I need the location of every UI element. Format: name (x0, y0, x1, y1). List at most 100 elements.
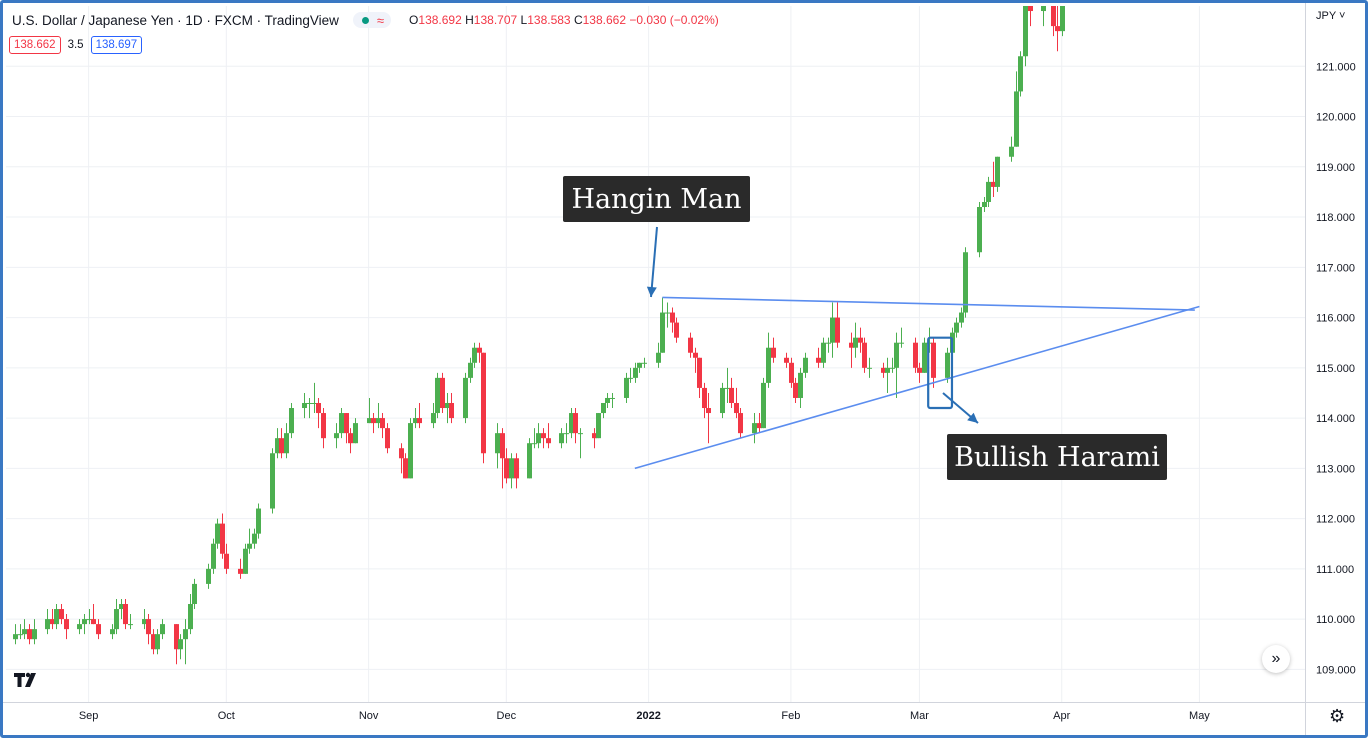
candle-body (559, 433, 564, 444)
candle-body (697, 357, 702, 388)
buy-price-button[interactable]: 138.697 (90, 36, 143, 54)
candle-body (738, 413, 743, 434)
low-label: L (520, 13, 528, 27)
candle-body (270, 453, 275, 509)
y-tick-label: 113.000 (1316, 463, 1355, 475)
currency-selector[interactable]: JPY ˅ (1316, 10, 1346, 22)
symbol-title[interactable]: U.S. Dollar / Japanese Yen · 1D · FXCM ·… (12, 12, 339, 28)
gear-icon[interactable]: ⚙ (1329, 706, 1346, 726)
y-tick-label: 114.000 (1316, 413, 1355, 425)
candle-body (702, 387, 707, 409)
close-label: C (573, 13, 583, 27)
candle-body (284, 433, 289, 454)
candle-body (64, 619, 69, 630)
candle-body (220, 523, 225, 554)
candle-body (922, 342, 927, 373)
trendline-support (634, 305, 1200, 470)
candle-body (178, 639, 183, 650)
candle-body (592, 433, 597, 439)
x-tick-label: Apr (1053, 710, 1070, 722)
candle-body (312, 402, 317, 404)
tradingview-logo-icon[interactable] (13, 671, 43, 693)
y-tick-label: 116.000 (1316, 313, 1355, 325)
candle-body (734, 402, 739, 414)
y-tick-label: 118.000 (1316, 212, 1355, 224)
open-label: O (409, 13, 419, 27)
candle-body (339, 413, 344, 434)
low-value: 138.583 (527, 13, 571, 27)
candle-body (206, 568, 211, 584)
candle-body (706, 408, 711, 414)
candle-body (830, 317, 835, 343)
candle-body (224, 553, 229, 569)
candle-body (1023, 6, 1028, 57)
candle-body (849, 342, 854, 348)
price-chart[interactable]: 109.000 110.000 111.000 112.000 113.000 114.0… (3, 3, 1365, 735)
candle-body (885, 367, 890, 373)
candle-body (238, 568, 243, 574)
candle-body (610, 397, 615, 399)
candle-body (188, 604, 193, 630)
candle-body (371, 418, 376, 424)
candle-body (77, 624, 82, 630)
candle-body (367, 418, 372, 424)
candle-body (151, 634, 156, 650)
candle-body (858, 337, 863, 343)
x-tick-label: Mar (910, 710, 929, 722)
grid-lines (6, 6, 1305, 702)
candle-body (729, 387, 734, 403)
harami-highlight-box (927, 336, 954, 410)
y-tick-label: 110.000 (1316, 614, 1355, 626)
candle-body (431, 413, 436, 424)
candle-body (142, 619, 147, 625)
y-tick-label: 111.000 (1316, 564, 1354, 576)
candle-body (569, 413, 574, 434)
candle-body (13, 634, 18, 640)
candle-body (573, 413, 578, 434)
candle-body (821, 342, 826, 363)
candle-body (413, 418, 418, 424)
candle-body (18, 634, 23, 636)
candle-body (862, 342, 867, 368)
candle-body (417, 418, 422, 424)
candle-body (45, 619, 50, 630)
candle-body (316, 402, 321, 414)
candle-body (660, 312, 665, 353)
candle-body (757, 423, 762, 429)
candle-body (472, 347, 477, 363)
sell-price-button[interactable]: 138.662 (9, 36, 61, 54)
candle-body (243, 548, 248, 574)
y-tick-label: 112.000 (1316, 514, 1355, 526)
candle-body (211, 543, 216, 569)
hanging-man-callout[interactable]: Hangin Man (563, 176, 750, 222)
candle-body (500, 433, 505, 459)
candle-body (890, 367, 895, 369)
candle-body (119, 604, 124, 610)
x-tick-label: Oct (218, 710, 235, 722)
hanging-man-arrow (646, 226, 658, 298)
double-chevron-right-icon: » (1271, 650, 1281, 667)
x-tick-label: Feb (781, 710, 800, 722)
x-tick-label: Nov (359, 710, 379, 722)
market-status[interactable]: ≈ (352, 12, 392, 28)
quote-badges: 138.662 3.5 138.697 (9, 36, 143, 54)
market-open-dot-icon (361, 16, 369, 24)
x-tick-label: Dec (497, 710, 517, 722)
candle-body (913, 342, 918, 368)
candle-body (215, 523, 220, 544)
ohlc-values: O138.692 H138.707 L138.583 C138.662 −0.0… (409, 13, 719, 27)
symbol-header: U.S. Dollar / Japanese Yen · 1D · FXCM ·… (12, 10, 719, 30)
y-tick-label: 109.000 (1316, 664, 1356, 676)
candle-body (693, 352, 698, 358)
candle-body (771, 347, 776, 358)
candle-body (963, 252, 968, 313)
candle-body (334, 433, 339, 439)
candle-body (146, 619, 151, 635)
candle-body (114, 609, 119, 630)
scroll-to-realtime-button[interactable]: » (1262, 645, 1290, 673)
y-tick-label: 117.000 (1316, 262, 1355, 274)
candle-body (1018, 56, 1023, 92)
bullish-harami-callout[interactable]: Bullish Harami (947, 434, 1167, 480)
candle-body (1055, 26, 1060, 32)
candle-body (247, 543, 252, 549)
